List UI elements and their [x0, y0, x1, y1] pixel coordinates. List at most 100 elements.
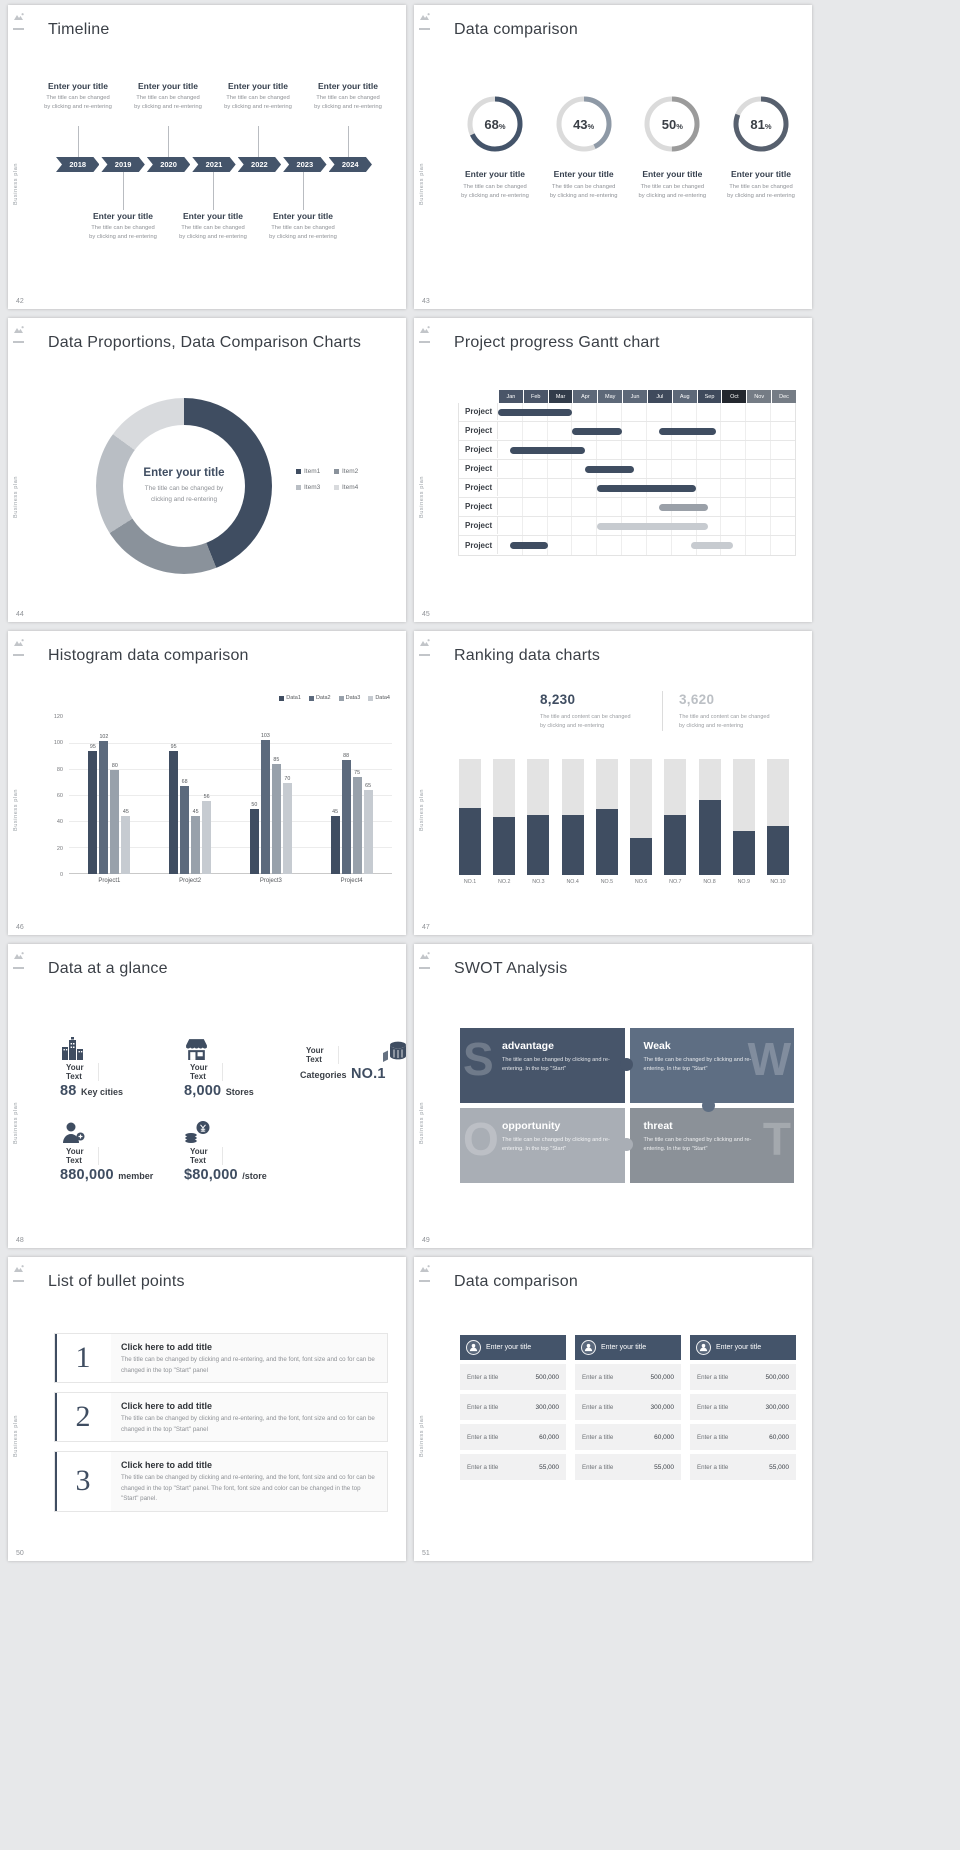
gauge-ring — [644, 96, 700, 152]
bar-filled-segment — [630, 837, 653, 875]
slide-48-glance[interactable]: Business plan 48 Data at a glance Your T… — [8, 944, 406, 1248]
gauge-title: Enter your title — [642, 169, 703, 179]
swot-grid: S advantage The title can be changed by … — [460, 1028, 794, 1183]
member-person-icon — [60, 1120, 172, 1147]
slide-47-ranking[interactable]: Business plan 47 Ranking data charts 8,2… — [414, 631, 812, 935]
gantt-cell — [697, 441, 722, 459]
bar-value-label: 80 — [111, 763, 118, 769]
side-brand-label: Business plan — [13, 475, 19, 518]
slide-44-proportions[interactable]: Business plan 44 Data Proportions, Data … — [8, 318, 406, 622]
gantt-cell — [746, 479, 772, 497]
bar — [363, 789, 373, 874]
card-header: Enter your title — [690, 1335, 796, 1360]
rank-column: NO.1 — [458, 759, 482, 885]
data-card: Enter your title Enter a title 500,000 En… — [575, 1335, 681, 1480]
gantt-row: Project — [459, 479, 795, 498]
ranking-bar-chart: NO.1 NO.2 NO.3 NO.4 NO.5 NO.6 NO.7 NO.8 NO.9 NO.1… — [458, 759, 790, 885]
slide-49-swot[interactable]: Business plan 49 SWOT Analysis S advanta… — [414, 944, 812, 1248]
timeline-entry: Enter your title The title can be change… — [302, 81, 394, 112]
slide-45-gantt[interactable]: Business plan 45 Project progress Gantt … — [414, 318, 812, 622]
timeline-entry: Enter your title The title can be change… — [32, 81, 124, 112]
gantt-row: Project — [459, 441, 795, 460]
bar — [121, 815, 131, 874]
bar-column: 70 — [282, 776, 292, 874]
gantt-bar — [691, 542, 734, 549]
stat-subtitle: The title and content can be changed by c… — [679, 714, 770, 730]
x-axis-label: NO.5 — [600, 879, 614, 885]
gantt-cell — [597, 536, 623, 555]
legend-marker-icon — [368, 695, 374, 701]
bar-column: 102 — [99, 734, 109, 874]
side-brand-label: Business plan — [13, 788, 19, 831]
swot-letter: S — [463, 1033, 494, 1085]
swot-body: The title can be changed by clicking and… — [502, 1137, 610, 1152]
x-axis-label: NO.4 — [566, 879, 579, 885]
gantt-cell — [721, 517, 747, 535]
gantt-cell — [697, 460, 722, 478]
gantt-cell — [548, 517, 573, 535]
bar-filled-segment — [766, 826, 789, 875]
bar-value-label: 68 — [181, 778, 188, 785]
card-title: Enter your title — [716, 1344, 762, 1351]
bar — [110, 770, 120, 874]
legend-item: Data3 — [338, 695, 360, 701]
bar-value-label: 75 — [354, 769, 361, 776]
slide-number: 44 — [16, 611, 24, 618]
slide-43-data-comparison[interactable]: Business plan 43 Data comparison 68% Ent… — [414, 5, 812, 309]
slide-50-bullets[interactable]: Business plan 50 List of bullet points 1… — [8, 1257, 406, 1561]
gantt-bar — [596, 523, 709, 530]
timeline-entry: Enter your title The title can be change… — [212, 81, 304, 112]
gantt-cell — [672, 479, 697, 497]
table-row: Enter a title 60,000 — [690, 1424, 796, 1450]
bar-column: 103 — [260, 733, 270, 874]
gantt-cell — [746, 517, 772, 535]
bar-filled-segment — [698, 799, 721, 875]
slide-42-timeline[interactable]: Business plan 42 Timeline Enter your tit… — [8, 5, 406, 309]
swot-letter: T — [762, 1113, 791, 1165]
entry-title: Enter your title — [183, 211, 243, 221]
gantt-cell — [721, 422, 747, 440]
stacked-bar — [493, 759, 516, 875]
gantt-bar — [572, 428, 622, 435]
rank-column: NO.9 — [732, 759, 756, 885]
gantt-bar — [584, 466, 635, 473]
gantt-bar — [510, 542, 548, 549]
gantt-bar — [658, 504, 709, 511]
bar-column: 88 — [341, 753, 351, 874]
entry-subtitle: The title can be changed by clicking and … — [224, 95, 292, 110]
gantt-bar — [498, 409, 573, 416]
gantt-row-cells — [498, 479, 795, 497]
slide-51-tables[interactable]: Business plan 51 Data comparison Enter y… — [414, 1257, 812, 1561]
bar — [271, 763, 281, 874]
page-title: Data at a glance — [48, 960, 168, 977]
item-body: The title can be changed by clicking and… — [121, 1474, 375, 1503]
swot-body: The title can be changed by clicking and… — [502, 1057, 610, 1072]
gantt-row: Project — [459, 517, 795, 536]
gauge-row: 68% Enter your title The title can be ch… — [454, 95, 802, 201]
y-tick-label: 40 — [56, 819, 63, 826]
gauge-title: Enter your title — [730, 169, 791, 179]
gantt-cell — [572, 498, 598, 516]
gantt-row-cells — [498, 403, 795, 421]
page-title: Project progress Gantt chart — [454, 334, 660, 351]
entry-title: Enter your title — [138, 81, 198, 91]
bar-filled-segment — [493, 817, 516, 875]
gantt-row-label: Project — [459, 517, 498, 534]
gantt-month: Feb — [523, 390, 548, 403]
gantt-month: May — [598, 390, 623, 403]
slide-46-histogram[interactable]: Business plan 46 Histogram data comparis… — [8, 631, 406, 935]
rank-column: NO.5 — [595, 759, 619, 885]
legend-item: Item4 — [334, 484, 372, 491]
timeline-connector — [348, 126, 349, 157]
gantt-cell — [523, 460, 548, 478]
gantt-cell — [622, 403, 647, 421]
stat-value-line: Categories NO.1 — [300, 1066, 386, 1082]
entry-title: Enter your title — [93, 211, 153, 221]
gantt-corner — [458, 390, 498, 403]
gantt-cell — [523, 479, 548, 497]
bar-column: 80 — [110, 763, 120, 874]
item-number: 1 — [55, 1334, 111, 1383]
gantt-cell — [721, 403, 747, 421]
store-icon — [184, 1036, 296, 1063]
stat-subtitle: The title and content can be changed by c… — [540, 714, 631, 730]
